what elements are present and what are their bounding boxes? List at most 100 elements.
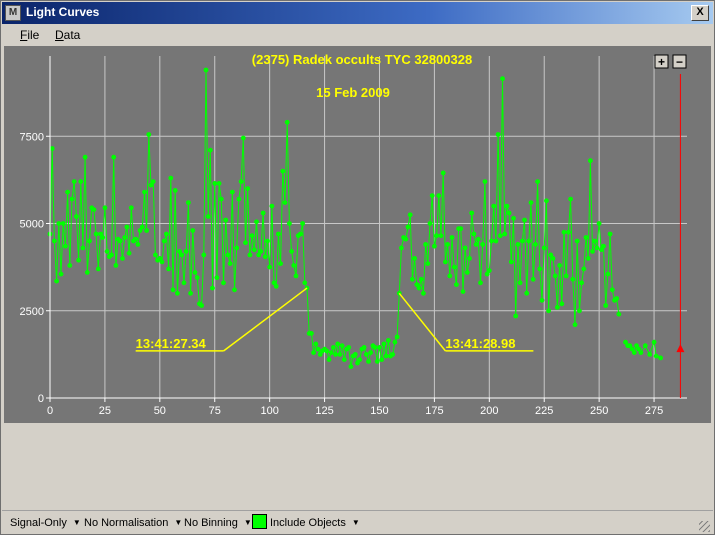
data-point — [629, 346, 635, 352]
data-point — [581, 266, 587, 272]
data-point — [421, 290, 426, 296]
data-point — [458, 226, 464, 232]
data-point — [451, 264, 457, 270]
time-cursor-marker[interactable] — [676, 344, 685, 353]
data-point — [607, 231, 613, 237]
data-point — [117, 238, 123, 244]
include-objects-color-swatch[interactable] — [252, 514, 267, 529]
data-point — [495, 132, 501, 137]
data-point — [574, 238, 580, 244]
data-point — [627, 343, 633, 349]
data-point — [601, 243, 606, 249]
data-point — [133, 236, 139, 242]
close-button[interactable]: X — [691, 5, 709, 21]
data-point — [166, 266, 172, 272]
data-point — [504, 203, 510, 209]
data-point — [153, 252, 158, 258]
zoom-in-button[interactable]: + — [654, 54, 669, 69]
app-icon[interactable]: M — [5, 5, 21, 21]
timestamp-annotation: 13:41:28.98 — [445, 336, 515, 351]
menu-file[interactable]: File — [20, 28, 40, 42]
data-point — [539, 297, 545, 303]
y-tick-label: 2500 — [20, 306, 44, 318]
data-point — [517, 280, 523, 286]
data-point — [506, 210, 512, 216]
data-point — [508, 259, 514, 265]
data-point — [293, 273, 299, 279]
data-point — [254, 219, 259, 225]
data-point — [561, 229, 567, 235]
data-point — [214, 275, 220, 280]
data-point — [87, 238, 92, 244]
data-point — [475, 236, 481, 242]
data-point — [480, 242, 486, 247]
data-point — [311, 350, 316, 355]
data-point — [379, 357, 385, 362]
data-point — [212, 181, 218, 186]
data-point — [251, 247, 257, 253]
data-point — [482, 179, 488, 185]
data-point — [348, 364, 354, 369]
zoom-out-icon: − — [676, 55, 683, 69]
x-tick-label: 225 — [535, 405, 553, 417]
data-point — [258, 249, 264, 254]
data-point — [302, 280, 308, 286]
data-point — [71, 179, 77, 185]
data-point — [102, 205, 108, 211]
data-point — [54, 278, 59, 284]
data-point — [467, 256, 472, 261]
data-point — [598, 247, 604, 253]
data-point — [642, 343, 648, 349]
data-point — [179, 252, 185, 258]
data-point — [98, 231, 103, 237]
data-point — [170, 287, 176, 293]
binning-dropdown[interactable]: No Binning ▼ — [184, 517, 252, 529]
status-bar: Signal-Only ▼ No Normalisation ▼ No Binnin… — [2, 510, 713, 535]
resize-grip-icon[interactable] — [699, 521, 710, 532]
data-point — [583, 235, 589, 240]
data-point — [438, 233, 444, 239]
data-point — [445, 242, 450, 247]
data-point — [207, 147, 213, 153]
menu-bar: File Data — [2, 25, 713, 45]
data-point — [530, 276, 536, 282]
data-point — [399, 245, 404, 251]
data-point — [647, 352, 653, 357]
data-point — [164, 231, 169, 237]
title-bar[interactable]: M Light Curves X — [2, 2, 713, 24]
data-point — [232, 287, 237, 293]
data-point — [161, 238, 167, 244]
data-point — [326, 357, 332, 362]
data-point — [550, 256, 556, 261]
include-objects-dropdown[interactable]: Include Objects ▼ — [270, 517, 360, 529]
data-point — [205, 214, 211, 219]
menu-data[interactable]: Data — [55, 28, 81, 42]
data-point — [256, 252, 262, 258]
data-point — [124, 224, 130, 230]
data-point — [238, 179, 244, 185]
data-point — [638, 350, 644, 355]
data-point — [515, 242, 521, 247]
data-point — [183, 249, 189, 254]
zoom-out-button[interactable]: − — [672, 54, 687, 69]
data-point — [216, 181, 222, 186]
data-point — [120, 256, 125, 261]
data-point — [181, 280, 187, 286]
data-point — [137, 228, 143, 233]
data-point — [298, 231, 303, 237]
data-point — [403, 236, 409, 242]
data-point — [194, 275, 200, 280]
data-point — [271, 280, 277, 286]
signal-mode-dropdown[interactable]: Signal-Only ▼ — [10, 517, 81, 529]
data-point — [192, 270, 198, 275]
data-point — [519, 238, 525, 244]
data-point — [126, 250, 132, 256]
normalisation-dropdown[interactable]: No Normalisation ▼ — [84, 517, 183, 529]
data-point — [93, 231, 99, 237]
data-point — [392, 339, 398, 345]
data-point — [566, 229, 571, 235]
data-point — [460, 289, 466, 294]
data-point — [317, 352, 323, 357]
data-point — [361, 345, 367, 350]
